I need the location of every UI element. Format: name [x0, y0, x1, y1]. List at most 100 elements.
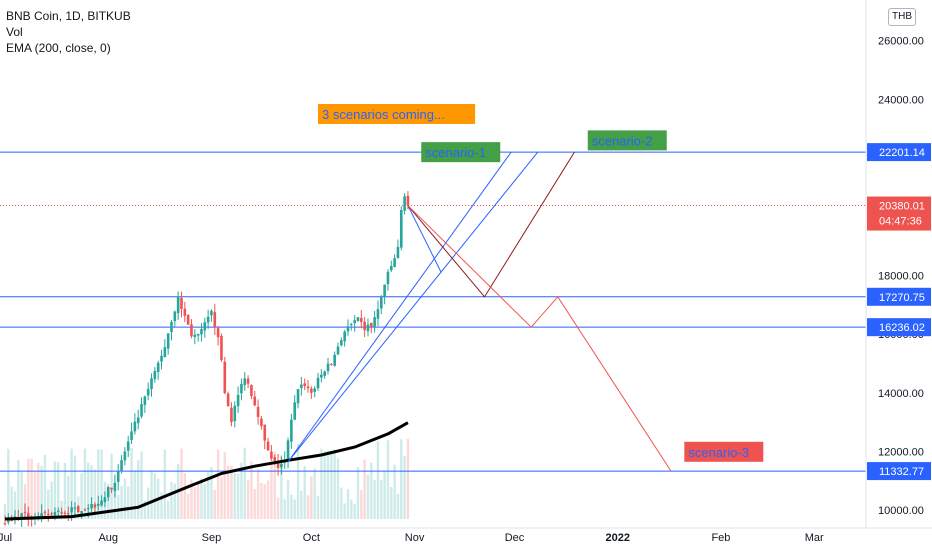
candle-body	[130, 431, 133, 441]
volume-bar	[107, 483, 110, 519]
candle-body	[27, 513, 30, 519]
support-line[interactable]	[287, 151, 539, 463]
volume-bar	[190, 479, 193, 519]
candle-body	[176, 296, 180, 314]
annotation-box[interactable]	[421, 142, 501, 163]
volume-bar	[50, 481, 53, 519]
candle-body	[113, 482, 117, 491]
price-tick-label: 10000.00	[878, 505, 924, 517]
volume-bar	[390, 486, 393, 519]
candle-body	[60, 512, 63, 514]
candle-body	[316, 377, 320, 389]
time-tick-label: Feb	[711, 532, 730, 544]
candle-body	[46, 513, 50, 515]
legend-ema[interactable]: EMA (200, close, 0)	[6, 41, 111, 55]
candle-body	[263, 424, 267, 441]
volume-bar	[10, 486, 13, 519]
candle-body	[90, 504, 93, 509]
candle-body	[270, 451, 273, 459]
volume-bar	[206, 472, 210, 519]
time-axis[interactable]: Jul Aug Sep Oct Nov Dec 2022 Feb Mar	[0, 527, 932, 544]
volume-bar	[7, 448, 10, 519]
volume-bar	[383, 471, 386, 519]
candle-body	[200, 329, 203, 335]
candle-body	[240, 383, 243, 394]
scenario-1-path-line[interactable]	[407, 205, 442, 273]
price-level-badge[interactable]	[867, 143, 931, 162]
candle-body	[53, 511, 57, 516]
price-level-badge[interactable]	[867, 462, 931, 481]
candle-body	[393, 258, 396, 267]
volume-bar	[313, 468, 316, 519]
volume-bar	[80, 473, 83, 519]
legend-symbol[interactable]: BNB Coin, 1D, BITKUB	[6, 9, 131, 23]
scenario-3-path-line[interactable]	[407, 205, 672, 472]
price-level-badge[interactable]	[867, 287, 931, 306]
candle-body	[76, 506, 80, 513]
volume-bar	[70, 448, 73, 519]
candle-body	[389, 266, 393, 271]
candle-body	[180, 297, 183, 309]
candle-body	[396, 246, 400, 258]
volume-bar	[47, 489, 50, 519]
legend-volume[interactable]: Vol	[6, 25, 23, 39]
volume-bar	[263, 484, 266, 519]
price-level-badge[interactable]	[867, 318, 931, 337]
volume-bar	[386, 440, 390, 519]
volume-bar	[276, 497, 280, 519]
candle-body	[330, 364, 333, 366]
volume-bar	[256, 468, 260, 519]
annotation-box[interactable]	[684, 441, 764, 462]
last-price-badge[interactable]	[867, 196, 931, 231]
candle-body	[20, 513, 23, 520]
volume-bar	[270, 456, 273, 519]
annotation-box[interactable]	[587, 130, 667, 151]
candle-body	[353, 320, 356, 324]
volume-bar	[200, 478, 203, 519]
price-axis[interactable]: 10000.0012000.0014000.0016000.0018000.00…	[865, 0, 931, 528]
candle-body	[56, 510, 60, 512]
time-tick-label: Aug	[98, 532, 118, 544]
annotation-box[interactable]	[318, 103, 476, 124]
price-level-lines	[0, 151, 866, 472]
candle-body	[260, 418, 263, 427]
candle-body	[313, 388, 316, 392]
candle-body	[399, 209, 403, 248]
volume-bar	[180, 448, 183, 519]
candle-body	[356, 317, 360, 321]
candle-body	[350, 323, 353, 326]
candle-body	[336, 346, 340, 355]
candle-body	[150, 378, 153, 390]
time-tick-label: Jul	[0, 532, 12, 544]
volume-bar	[13, 491, 17, 519]
candle-body	[303, 383, 306, 387]
volume-bar	[153, 473, 157, 519]
scenario-1-line[interactable]	[287, 151, 512, 463]
candle-body	[220, 335, 223, 361]
time-tick-label: Sep	[202, 532, 222, 544]
volume-bar	[310, 476, 313, 519]
candle-body	[213, 312, 217, 327]
scenario-2-path-line[interactable]	[407, 151, 575, 298]
volume-bar	[233, 473, 236, 519]
volume-bar	[137, 460, 140, 519]
volume-bar	[213, 490, 216, 519]
volume-bar	[127, 486, 130, 519]
price-tick-label: 12000.00	[878, 446, 924, 458]
candle-body	[136, 417, 140, 424]
volume-bar	[73, 455, 77, 519]
annotation-text: scenario-1	[425, 145, 486, 160]
volume-bar	[83, 448, 87, 519]
volume-bar	[196, 482, 200, 519]
volume-bar	[93, 469, 97, 519]
volume-bar	[320, 448, 323, 519]
volume-bar	[110, 453, 113, 519]
currency-label[interactable]: THB	[888, 8, 916, 26]
candle-body	[173, 311, 177, 322]
volume-bar	[133, 470, 137, 519]
candlestick-series	[3, 191, 410, 527]
volume-bar	[366, 474, 370, 519]
volume-bar	[373, 479, 376, 519]
time-tick-label: Dec	[505, 532, 525, 544]
